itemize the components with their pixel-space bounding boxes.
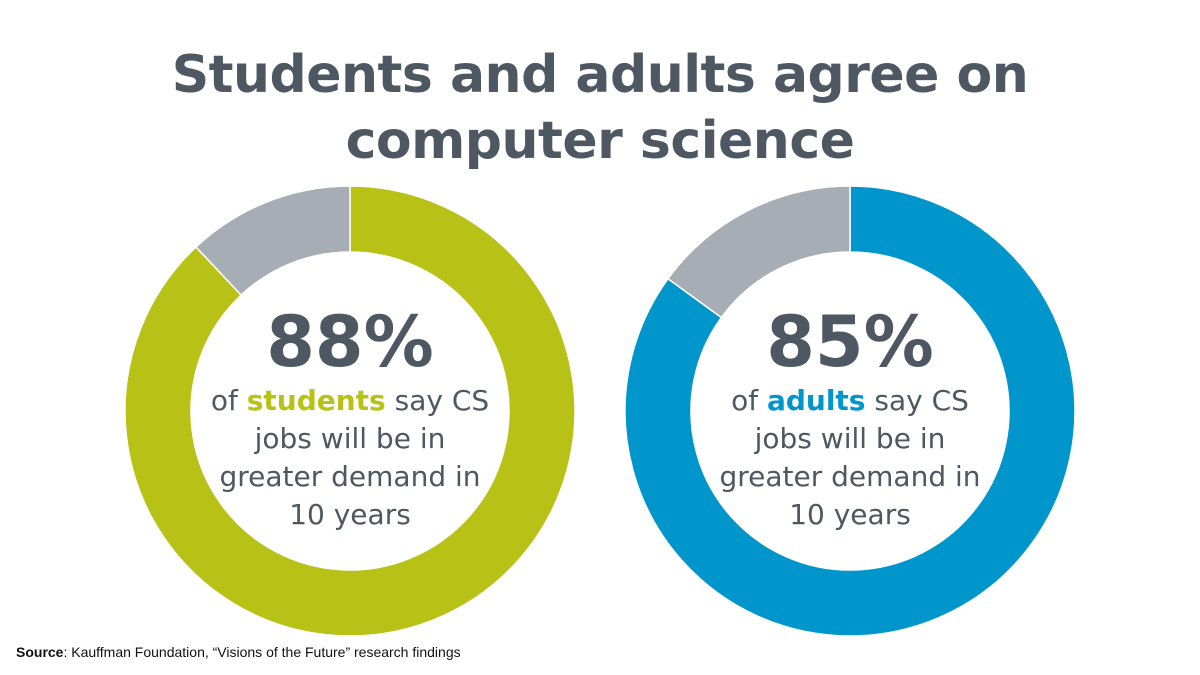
students-donut-chart: 88% of students say CS jobs will be in g… [125, 186, 575, 636]
adults-donut-chart: 85% of adults say CS jobs will be in gre… [625, 186, 1075, 636]
adults-donut-svg [625, 186, 1075, 636]
chart-title: Students and adults agree on computer sc… [0, 42, 1200, 174]
students-caption: of students say CS jobs will be in great… [200, 382, 500, 534]
adults-caption-post: say CS jobs will be in greater demand in… [719, 384, 981, 531]
source-text: : Kauffman Foundation, “Visions of the F… [63, 644, 461, 660]
adults-caption-highlight: adults [766, 384, 866, 417]
adults-caption-pre: of [731, 384, 767, 417]
adults-slice-agree [625, 186, 1075, 636]
title-line-2: computer science [345, 111, 855, 171]
source-label: Source [16, 644, 64, 660]
students-caption-highlight: students [246, 384, 386, 417]
students-caption-pre: of [210, 384, 247, 417]
title-line-1: Students and adults agree on [171, 45, 1029, 105]
students-slice-other [194, 186, 351, 297]
adults-slice-other [666, 186, 851, 319]
adults-percentage: 85% [766, 301, 934, 383]
students-percentage: 88% [266, 301, 434, 383]
students-slice-agree [125, 186, 575, 636]
students-caption-post: say CS jobs will be in greater demand in… [219, 384, 490, 531]
students-donut-svg [125, 186, 575, 636]
source-note: Source: Kauffman Foundation, “Visions of… [16, 644, 461, 660]
adults-caption: of adults say CS jobs will be in greater… [700, 382, 1000, 534]
